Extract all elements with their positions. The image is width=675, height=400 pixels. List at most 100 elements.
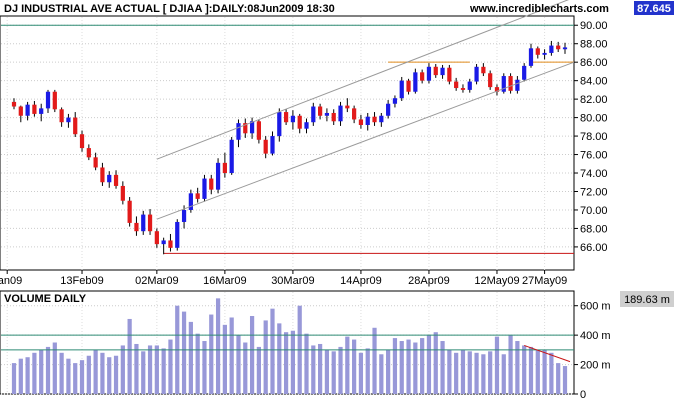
- last-price-badge: [634, 1, 674, 15]
- candle-body: [73, 117, 78, 135]
- volume-bar: [249, 316, 255, 394]
- volume-bar: [18, 358, 23, 394]
- volume-bar: [256, 346, 261, 394]
- candle-body: [447, 67, 452, 82]
- volume-bar: [454, 352, 459, 394]
- price-tick-label: 66.00: [580, 242, 608, 254]
- candle-body: [338, 105, 343, 122]
- date-tick-label: 02Mar09: [135, 275, 178, 287]
- volume-bar: [86, 355, 91, 394]
- last-price-value: 87.645: [637, 3, 671, 15]
- volume-bar: [460, 349, 466, 394]
- date-tick-label: 14Apr09: [340, 275, 382, 287]
- volume-bar: [365, 348, 370, 394]
- candle-body: [358, 119, 364, 125]
- volume-bar: [100, 352, 105, 394]
- date-tick-label: 12May09: [474, 275, 519, 287]
- volume-bar: [494, 336, 500, 394]
- candle-body: [290, 115, 296, 123]
- candle-body: [440, 67, 445, 76]
- candle-body: [11, 101, 17, 107]
- volume-bar: [93, 349, 98, 394]
- date-tick-label: 30Mar09: [271, 275, 314, 287]
- candle-body: [345, 105, 350, 109]
- candle-body: [181, 209, 187, 222]
- candle-body: [175, 221, 180, 248]
- candle-body: [161, 240, 166, 245]
- candle-body: [372, 116, 377, 123]
- candle-body: [460, 88, 466, 90]
- candle-body: [256, 121, 261, 140]
- volume-bar: [562, 366, 568, 394]
- price-y-ticks: 90.00 88.00 86.00 84.00 82.00 80.00 78.00 76.00…: [574, 20, 608, 254]
- candle-body: [243, 123, 248, 134]
- volume-bar: [338, 346, 343, 394]
- volume-bar: [107, 357, 112, 394]
- candle-body: [249, 121, 255, 134]
- volume-bars: [1, 298, 574, 394]
- volume-bar: [73, 363, 78, 394]
- candle-body: [413, 72, 418, 92]
- candle-body: [392, 98, 398, 104]
- volume-bar: [209, 314, 214, 394]
- candle-body: [386, 103, 391, 116]
- candle-body: [66, 117, 71, 123]
- price-tick-label: 82.00: [580, 94, 608, 106]
- volume-bar: [263, 320, 268, 394]
- candle-body: [528, 48, 534, 66]
- volume-bar: [32, 352, 37, 394]
- volume-bar: [311, 345, 316, 394]
- candle-body: [32, 104, 37, 114]
- candle-body: [120, 185, 125, 201]
- volume-bar: [324, 349, 330, 394]
- candle-body: [79, 134, 85, 149]
- volume-bar: [467, 351, 472, 394]
- candle-body: [426, 66, 432, 81]
- volume-bar: [542, 349, 547, 394]
- candle-body: [168, 240, 173, 248]
- volume-bar: [440, 341, 445, 394]
- candle-body: [324, 112, 330, 116]
- volume-bar: [161, 348, 166, 394]
- price-tick-label: 88.00: [580, 39, 608, 51]
- volume-bar: [120, 345, 125, 394]
- volume-bar: [331, 351, 336, 394]
- volume-bar: [134, 343, 139, 394]
- volume-title: VOLUME DAILY: [4, 293, 87, 305]
- volume-tick-label: 600 m: [580, 301, 611, 313]
- candle-body: [556, 45, 561, 50]
- candle-body: [107, 174, 112, 183]
- volume-bar: [154, 345, 159, 394]
- volume-bar: [474, 352, 479, 394]
- volume-bar: [447, 349, 452, 394]
- candle-body: [222, 162, 227, 174]
- volume-bar: [141, 351, 146, 394]
- price-tick-label: 72.00: [580, 186, 608, 198]
- channel-lower: [156, 61, 575, 220]
- volume-bar: [39, 349, 44, 394]
- price-tick-label: 74.00: [580, 168, 608, 180]
- volume-bar: [147, 345, 153, 394]
- candle-body: [113, 174, 119, 186]
- volume-bar: [372, 327, 377, 394]
- volume-bar: [528, 346, 534, 394]
- reference-lines: [1, 24, 574, 254]
- volume-bar: [399, 341, 404, 394]
- volume-bar: [386, 349, 391, 394]
- candle-body: [331, 112, 336, 122]
- candle-body: [25, 104, 30, 116]
- volume-bar: [406, 339, 411, 394]
- candle-body: [154, 231, 159, 245]
- chart-title: DJ INDUSTRIAL AVE ACTUAL [ DJIAA ]:DAILY…: [4, 3, 335, 15]
- candle-body: [420, 72, 425, 81]
- candle-body: [379, 115, 384, 123]
- volume-bar: [318, 343, 323, 394]
- candle-body: [488, 73, 493, 88]
- candle-body: [283, 112, 289, 123]
- candle-body: [522, 65, 527, 80]
- volume-bar: [290, 330, 296, 394]
- candle-body: [549, 45, 554, 53]
- volume-bar: [222, 324, 227, 394]
- volume-bar: [352, 339, 357, 394]
- candle-body: [93, 157, 98, 168]
